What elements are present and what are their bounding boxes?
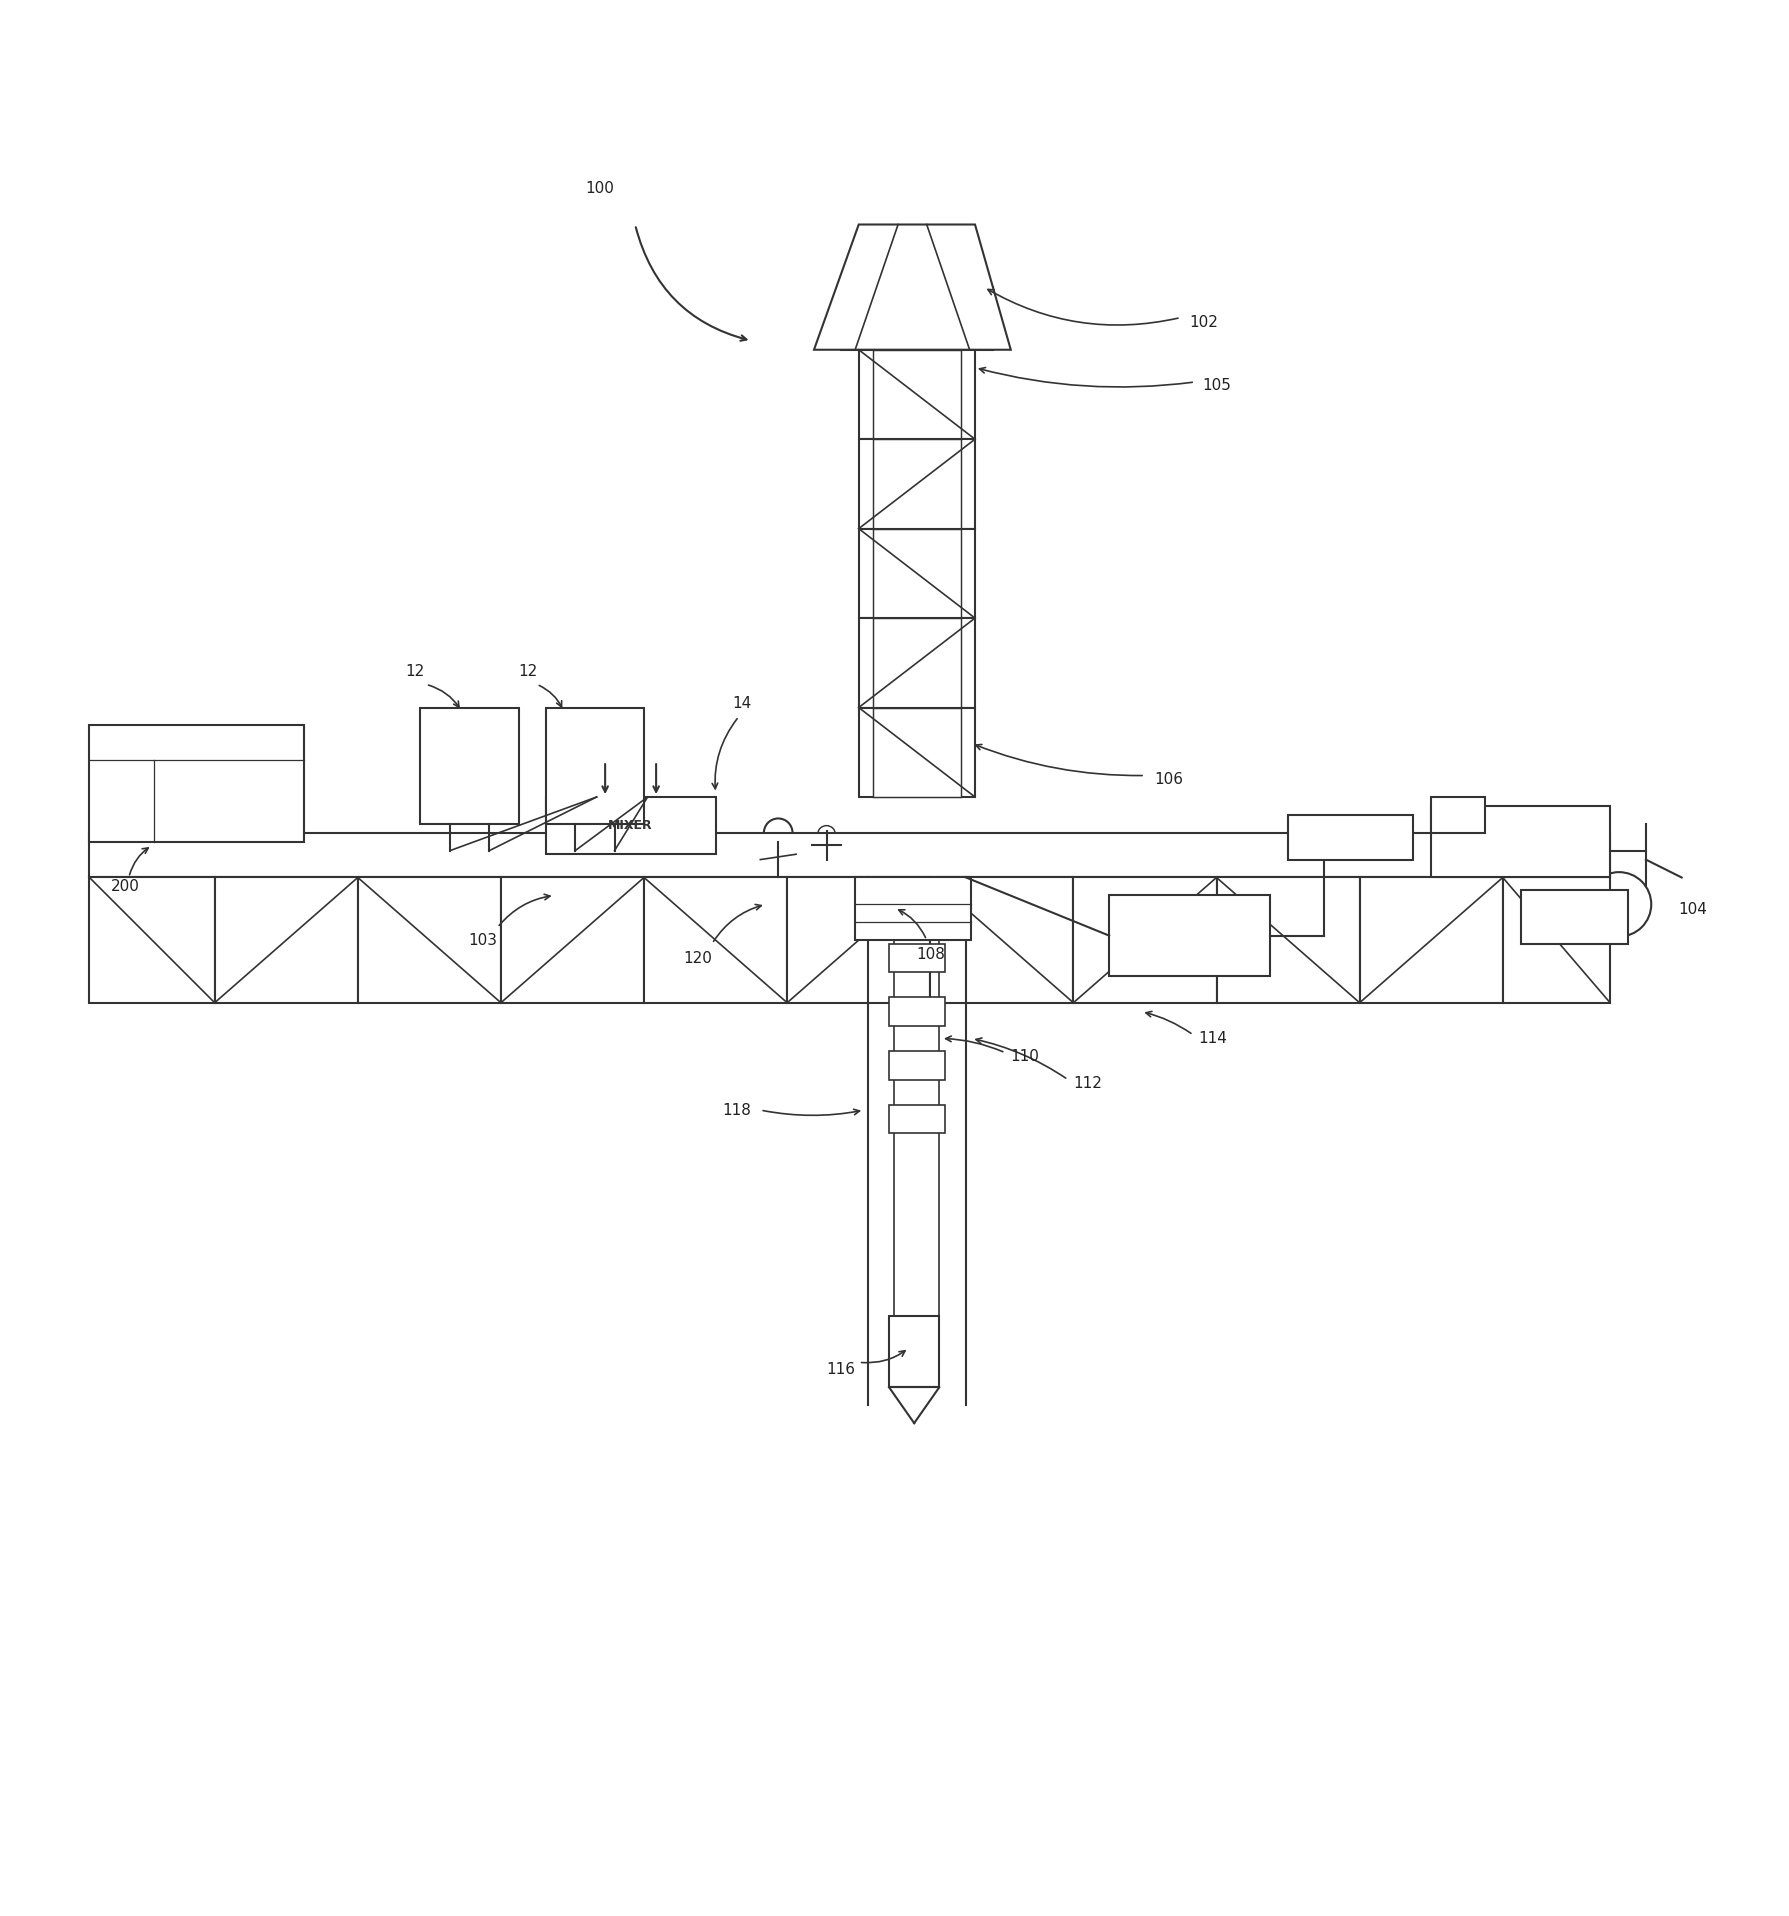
FancyBboxPatch shape [889,1052,945,1079]
FancyBboxPatch shape [1503,878,1610,1002]
Circle shape [764,818,793,847]
FancyBboxPatch shape [1288,814,1413,860]
FancyBboxPatch shape [889,998,945,1025]
FancyBboxPatch shape [855,878,971,941]
FancyBboxPatch shape [889,1106,945,1134]
Text: 108: 108 [916,947,945,962]
FancyBboxPatch shape [89,726,304,841]
Text: 114: 114 [1199,1031,1227,1046]
FancyBboxPatch shape [420,707,519,824]
Text: 106: 106 [1154,772,1183,787]
Circle shape [1345,822,1374,851]
FancyBboxPatch shape [1521,891,1628,945]
Circle shape [1318,822,1347,851]
FancyBboxPatch shape [1431,797,1485,833]
Text: 100: 100 [585,182,614,195]
Text: 200: 200 [111,879,140,895]
FancyBboxPatch shape [889,1316,939,1387]
Text: MIXER: MIXER [608,820,653,832]
FancyBboxPatch shape [358,878,501,1002]
Circle shape [818,826,835,843]
FancyBboxPatch shape [859,529,975,619]
Text: 110: 110 [1011,1048,1039,1063]
FancyBboxPatch shape [873,351,961,439]
FancyBboxPatch shape [546,797,716,855]
Text: 118: 118 [723,1102,751,1117]
FancyBboxPatch shape [873,707,961,797]
FancyBboxPatch shape [89,833,1610,878]
FancyBboxPatch shape [1073,878,1217,1002]
FancyBboxPatch shape [841,287,993,351]
Text: 112: 112 [1073,1075,1102,1090]
FancyBboxPatch shape [873,439,961,529]
Text: 102: 102 [1190,316,1218,330]
FancyBboxPatch shape [930,878,1073,1002]
Text: 120: 120 [683,950,712,966]
Text: 104: 104 [1678,902,1707,918]
FancyBboxPatch shape [89,878,215,1002]
FancyBboxPatch shape [501,878,644,1002]
FancyBboxPatch shape [859,439,975,529]
Circle shape [1372,822,1401,851]
FancyBboxPatch shape [1360,878,1503,1002]
FancyBboxPatch shape [859,351,975,439]
FancyBboxPatch shape [1431,807,1610,878]
FancyBboxPatch shape [1109,895,1270,975]
FancyBboxPatch shape [859,707,975,797]
Circle shape [1292,822,1320,851]
FancyBboxPatch shape [873,619,961,707]
Text: 12: 12 [519,665,537,680]
FancyBboxPatch shape [644,878,787,1002]
FancyBboxPatch shape [873,529,961,619]
Text: 116: 116 [827,1362,855,1378]
FancyBboxPatch shape [546,707,644,824]
FancyBboxPatch shape [215,878,358,1002]
Text: 105: 105 [1202,377,1231,393]
FancyBboxPatch shape [787,878,930,1002]
Text: 103: 103 [469,933,497,948]
FancyBboxPatch shape [859,619,975,707]
Circle shape [1587,872,1651,937]
Text: 12: 12 [406,665,424,680]
Text: 14: 14 [733,696,751,711]
FancyBboxPatch shape [889,945,945,971]
FancyBboxPatch shape [1217,878,1360,1002]
Polygon shape [814,224,1011,351]
